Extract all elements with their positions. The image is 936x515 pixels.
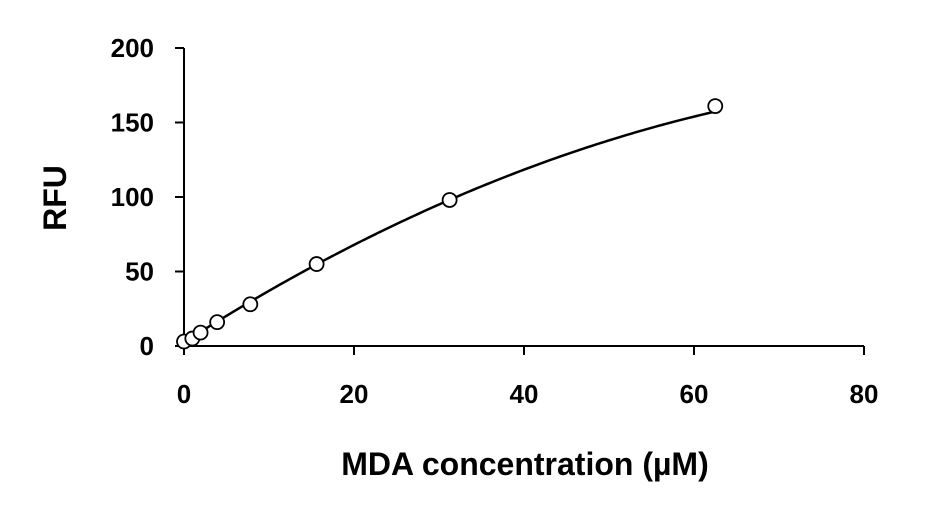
y-tick-label: 0 bbox=[140, 331, 154, 361]
y-axis-title: RFU bbox=[37, 165, 73, 231]
data-point bbox=[707, 98, 724, 115]
x-tick-label: 60 bbox=[680, 379, 709, 409]
x-tick-label: 20 bbox=[340, 379, 369, 409]
fit-curve bbox=[183, 110, 716, 344]
x-tick-label: 0 bbox=[177, 379, 191, 409]
x-axis-title: MDA concentration (µM) bbox=[341, 446, 708, 482]
data-point bbox=[308, 256, 325, 272]
data-point bbox=[192, 324, 209, 341]
axes bbox=[175, 47, 865, 355]
tick-labels: 0 20 40 60 80 0 50 100 150 200 bbox=[111, 33, 879, 409]
y-tick-label: 200 bbox=[111, 33, 154, 63]
x-tick-label: 40 bbox=[510, 379, 539, 409]
x-tick-label: 80 bbox=[850, 379, 879, 409]
fit-curve-layer bbox=[183, 110, 716, 344]
y-tick-label: 100 bbox=[111, 182, 154, 212]
y-tick-label: 50 bbox=[125, 257, 154, 287]
y-tick-label: 150 bbox=[111, 108, 154, 138]
data-point bbox=[209, 314, 226, 331]
data-point bbox=[441, 192, 458, 208]
data-point bbox=[242, 296, 259, 313]
data-points bbox=[176, 98, 724, 350]
